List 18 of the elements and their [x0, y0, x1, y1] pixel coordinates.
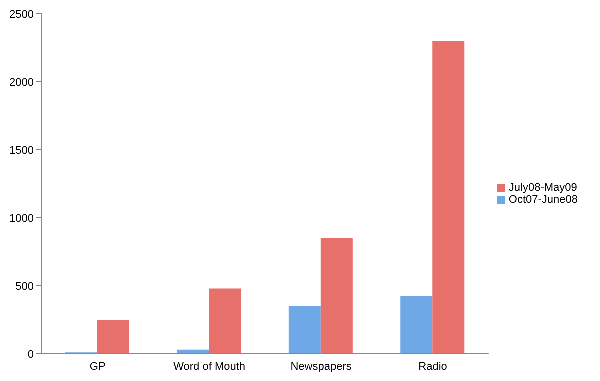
bar: [320, 238, 353, 354]
x-tick-label: Radio: [418, 360, 448, 373]
y-tick-label: 2500: [10, 8, 34, 21]
bar: [432, 41, 465, 354]
y-tick-label: 1500: [10, 144, 34, 157]
legend-label: July08-May09: [508, 182, 578, 194]
y-tick-label: 1000: [10, 212, 34, 225]
bar: [209, 288, 242, 354]
bar: [97, 320, 130, 354]
legend-label: Oct07-June08: [508, 194, 578, 206]
bar: [400, 296, 433, 354]
x-tick-label: Word of Mouth: [174, 360, 246, 373]
y-tick-label: 2000: [10, 76, 34, 89]
x-tick-label: GP: [90, 360, 106, 373]
bar: [288, 306, 321, 354]
y-tick-label: 500: [16, 280, 34, 293]
x-tick-label: Newspapers: [290, 360, 352, 373]
y-tick-label: 0: [28, 348, 34, 361]
